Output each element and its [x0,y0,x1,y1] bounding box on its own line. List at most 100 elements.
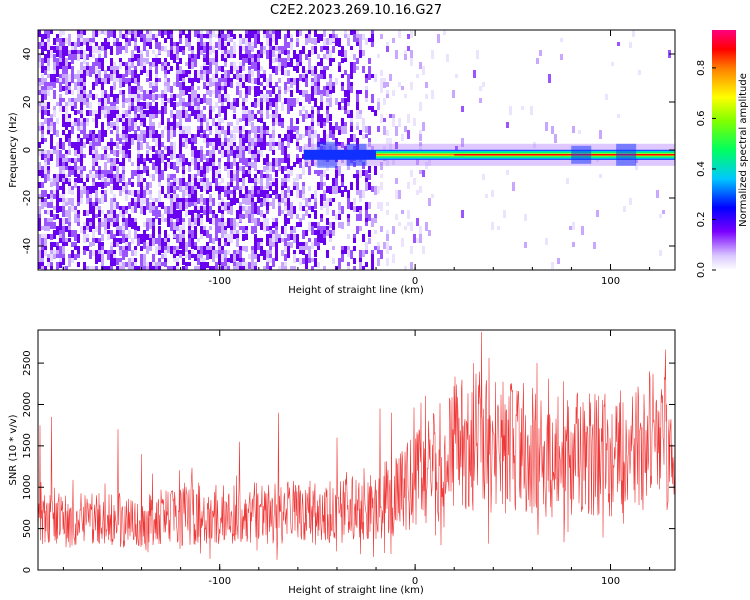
spectrogram-cell [155,82,158,87]
spectrogram-cell [269,266,272,270]
spectrogram-cell [272,234,275,242]
spectrogram-cell [233,50,236,57]
spectrogram-cell [311,134,314,143]
spectrogram-cell [278,234,281,238]
spectrogram-cell [113,42,116,46]
spectrogram-cell [188,174,191,182]
spectrogram-cell [287,62,290,67]
spectrogram-cell [398,82,401,87]
spectrogram-cell [230,134,233,139]
spectrogram-cell [254,134,257,138]
spectrogram-cell [254,90,257,97]
spectrogram-cell [296,186,299,190]
spectrogram-cell [206,86,209,92]
spectrogram-cell [89,102,92,109]
spectrogram-cell [251,46,254,52]
spectrogram-cell [245,98,248,102]
spectrogram-cell [137,174,140,183]
spectrogram-cell [320,186,323,190]
spectrogram-cell [200,66,203,71]
spectrogram-cell [212,254,215,262]
spectrogram-cell [365,262,368,267]
spectrogram-cell [296,238,299,243]
spectrogram-cell [314,162,317,167]
spectrogram-cell [200,46,203,52]
spectrogram-cell [182,198,185,205]
spectrogram-cell [62,234,65,240]
spectrogram-cell [281,266,284,270]
spectrogram-cell [215,254,218,258]
spectrogram-cell [239,38,242,47]
spectrogram-cell [125,138,128,145]
spectrogram-cell [380,70,383,76]
spectrogram-cell [113,74,116,79]
spectrogram-cell [77,174,80,180]
spectrogram-cell [191,198,194,202]
spectrogram-cell [257,126,260,133]
spectrogram-cell [224,130,227,139]
spectrogram-cell [62,118,65,127]
spectrogram-cell [269,74,272,82]
colorbar-ramp [712,30,736,270]
spectrogram-cell [344,34,347,38]
spectrogram-cell [251,162,254,168]
spectrogram-cell [371,186,374,192]
spectrogram-cell [395,178,398,184]
spectrogram-cell [284,150,287,155]
spectrogram-cell [272,198,275,204]
spectrogram-cell [140,262,143,270]
spectrogram-cell [62,218,65,222]
spectrogram-cell [221,46,224,50]
spectrogram-cell [203,82,206,89]
spectrogram-cell [68,186,71,194]
spectrogram-cell [365,134,368,138]
spectrogram-cell [251,122,254,127]
spectrogram-cell [317,122,320,126]
spectrogram-cell [233,114,236,119]
spectrogram-cell [224,146,227,153]
spectrogram-cell [158,210,161,217]
spectrogram-cell [191,222,194,228]
spectrogram-cell [143,38,146,42]
spectrogram-cell [392,114,395,121]
spectrogram-cell [305,54,308,60]
spectrogram-cell [128,106,131,113]
spectrogram-cell [221,222,224,228]
spectrogram-cell [209,162,212,169]
spectrogram-cell [77,38,80,47]
spectrogram-cell [122,230,125,237]
spectrogram-cell [215,166,218,173]
spectrogram-cell [305,98,308,102]
spectrogram-cell [407,210,410,216]
spectrogram-cell [179,162,182,167]
spectrogram-cell [110,122,113,128]
spectrogram-cell [95,266,98,270]
spectrogram-cell [206,150,209,156]
spectrogram-cell [101,210,104,214]
spectrogram-cell [281,102,284,111]
spectrogram-cell [68,142,71,146]
spectrogram-cell [230,78,233,84]
spectrogram-cell [332,258,335,264]
spectrogram-cell [107,174,110,179]
spectrogram-cell [428,198,431,206]
spectrogram-cell [77,86,80,95]
spectrogram-cell [47,210,50,215]
spectrogram-cell [293,54,296,59]
spectrogram-cell [392,118,395,127]
spectrogram-cell [140,206,143,214]
spectrogram-cell [173,258,176,262]
spectrogram-cell [362,250,365,257]
spectrogram-cell [50,142,53,149]
spectrogram-cell [254,266,257,270]
spectrogram-cell [359,54,362,58]
spectrogram-cell [155,74,158,80]
spectrogram-cell [392,226,395,234]
spectrogram-cell [101,234,104,241]
spectrogram-cell [134,130,137,134]
spectrogram-cell [293,78,296,85]
spectrogram-cell [101,78,104,84]
spectrogram-cell [266,142,269,146]
spectrogram-cell [254,234,257,241]
